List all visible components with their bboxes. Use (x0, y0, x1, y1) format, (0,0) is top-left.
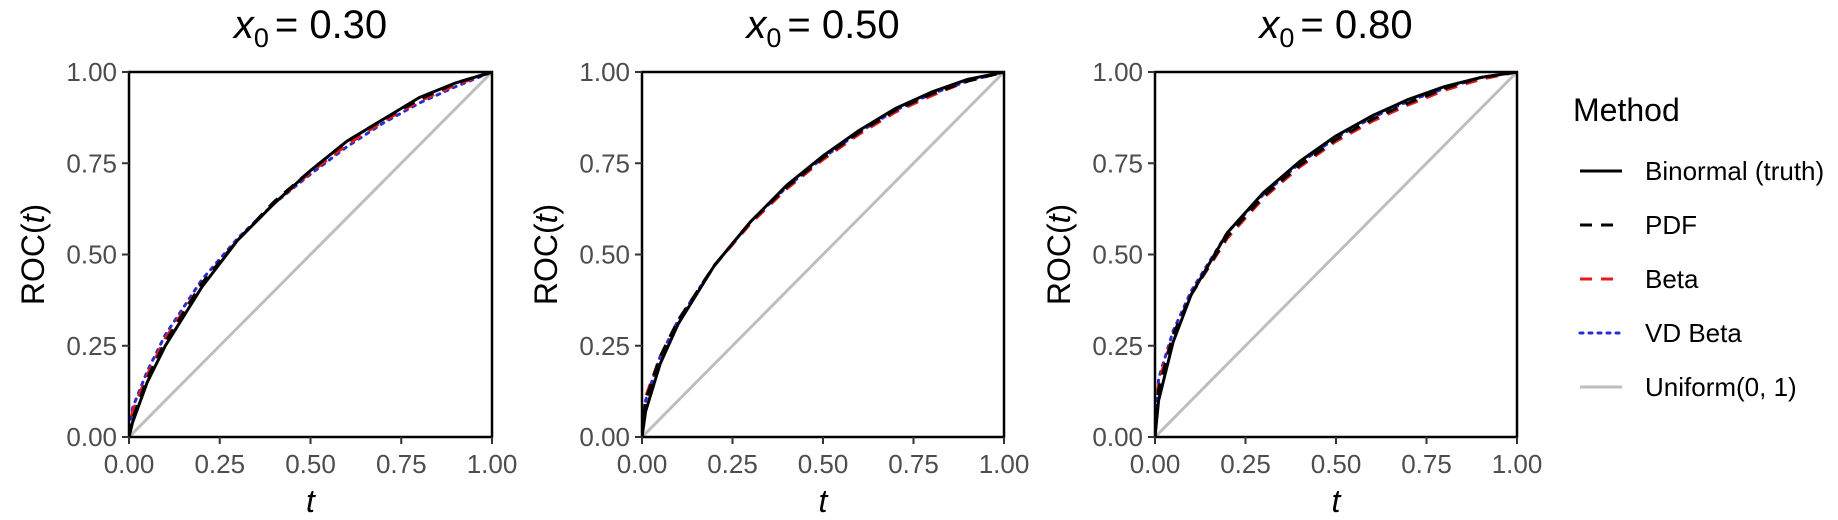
y-axis-title-var: t (528, 213, 564, 223)
panel-title-var: x (1257, 3, 1281, 47)
y-tick-label: 0.75 (66, 148, 117, 178)
x-tick-label: 0.50 (1311, 449, 1362, 479)
x-tick-label: 1.00 (1492, 449, 1543, 479)
legend-label: Binormal (truth) (1645, 156, 1824, 186)
x-axis-title: t (306, 483, 316, 519)
y-tick-label: 0.75 (579, 148, 630, 178)
x-tick-label: 0.25 (194, 449, 245, 479)
legend-item: Beta (1580, 264, 1699, 294)
series-line-uniform-0-1 (129, 72, 492, 437)
y-tick-label: 0.00 (579, 422, 630, 452)
x-tick-label: 0.50 (798, 449, 849, 479)
y-axis-title-prefix: ROC( (15, 223, 51, 305)
y-axis-title: ROC(t) (528, 204, 564, 305)
x-tick-label: 0.25 (707, 449, 758, 479)
y-tick-label: 1.00 (579, 57, 630, 87)
series-line-binormal-truth (1155, 72, 1517, 437)
series-line-binormal-truth (642, 72, 1004, 437)
x-tick-label: 0.00 (1130, 449, 1181, 479)
legend: Method Binormal (truth) PDF Beta VD Beta Unif… (1573, 92, 1824, 402)
legend-title: Method (1573, 92, 1680, 128)
series-line-pdf (1155, 72, 1517, 437)
x-tick-label: 0.75 (376, 449, 427, 479)
x-tick-label: 0.75 (888, 449, 939, 479)
y-tick-label: 0.50 (1092, 240, 1143, 270)
y-axis-title-suffix: ) (528, 204, 564, 215)
panel-title-subscript: 0 (766, 23, 781, 53)
x-tick-label: 0.25 (1220, 449, 1271, 479)
panel-title-var: x (232, 3, 256, 47)
y-axis-title-var: t (15, 213, 51, 223)
y-tick-label: 0.50 (579, 240, 630, 270)
legend-label: PDF (1645, 210, 1697, 240)
y-tick-label: 1.00 (66, 57, 117, 87)
roc-panel-2: 0.00 0.25 0.50 0.75 1.00 0.00 0.25 0.50 0.75 1.00… (528, 3, 1029, 519)
series-line-uniform-0-1 (1155, 72, 1517, 437)
y-axis-title-prefix: ROC( (528, 223, 564, 305)
series-lines (129, 72, 492, 437)
y-axis-title-var: t (1041, 213, 1077, 223)
legend-item: Uniform(0, 1) (1580, 372, 1797, 402)
panel-title: x0 = 0.80 (1257, 3, 1412, 53)
x-axis-title: t (1332, 483, 1342, 519)
y-axis-title-suffix: ) (1041, 204, 1077, 215)
panel-title-subscript: 0 (254, 23, 269, 53)
y-axis-title-suffix: ) (15, 204, 51, 215)
y-tick-label: 0.25 (1092, 331, 1143, 361)
panel-title: x0 = 0.30 (232, 3, 387, 53)
panel-title-value: = 0.30 (275, 3, 387, 47)
y-axis-title: ROC(t) (15, 204, 51, 305)
legend-label: Beta (1645, 264, 1699, 294)
series-line-binormal-truth (129, 72, 492, 437)
series-lines (1155, 72, 1517, 437)
roc-panel-3: 0.00 0.25 0.50 0.75 1.00 0.00 0.25 0.50 0.75 1.00… (1041, 3, 1542, 519)
y-tick-label: 0.75 (1092, 148, 1143, 178)
panel-title-value: = 0.50 (787, 3, 899, 47)
x-tick-label: 0.50 (285, 449, 336, 479)
y-tick-label: 0.00 (1092, 422, 1143, 452)
legend-label: VD Beta (1645, 318, 1742, 348)
series-lines (642, 72, 1004, 437)
y-tick-label: 0.00 (66, 422, 117, 452)
x-tick-label: 0.75 (1401, 449, 1452, 479)
legend-label: Uniform(0, 1) (1645, 372, 1797, 402)
x-tick-label: 1.00 (979, 449, 1030, 479)
x-axis-title: t (819, 483, 829, 519)
panel-title-value: = 0.80 (1300, 3, 1412, 47)
x-tick-label: 0.00 (104, 449, 155, 479)
y-axis-title: ROC(t) (1041, 204, 1077, 305)
series-line-uniform-0-1 (642, 72, 1004, 437)
y-tick-label: 0.25 (66, 331, 117, 361)
legend-item: PDF (1580, 210, 1697, 240)
y-axis-title-prefix: ROC( (1041, 223, 1077, 305)
legend-item: VD Beta (1578, 318, 1742, 348)
roc-panel-1: 0.00 0.25 0.50 0.75 1.00 0.00 0.25 0.50 0.75 1.00… (15, 3, 517, 519)
y-tick-label: 0.25 (579, 331, 630, 361)
x-tick-label: 1.00 (467, 449, 518, 479)
panel-title-var: x (744, 3, 768, 47)
panel-title-subscript: 0 (1279, 23, 1294, 53)
x-tick-label: 0.00 (617, 449, 668, 479)
legend-item: Binormal (truth) (1580, 156, 1824, 186)
y-tick-label: 0.50 (66, 240, 117, 270)
panel-title: x0 = 0.50 (744, 3, 899, 53)
y-tick-label: 1.00 (1092, 57, 1143, 87)
